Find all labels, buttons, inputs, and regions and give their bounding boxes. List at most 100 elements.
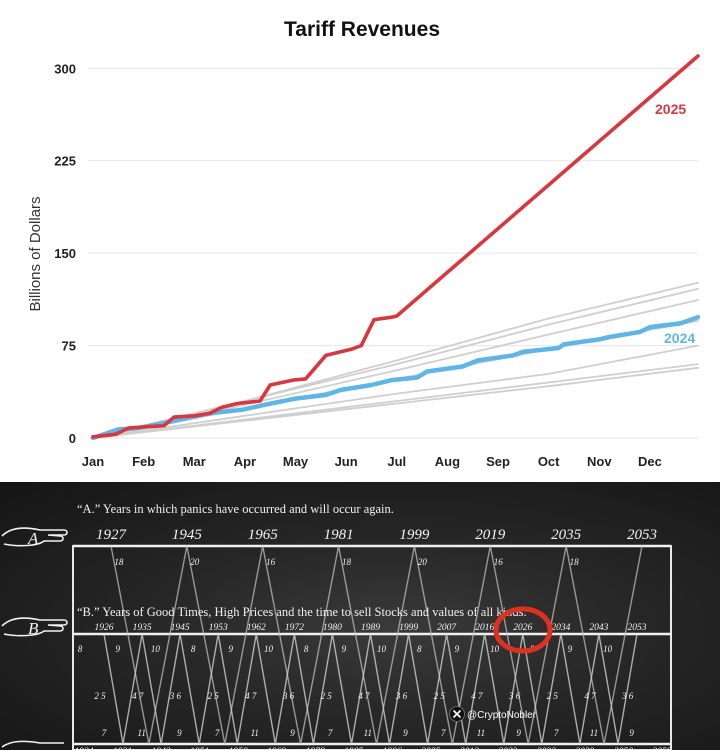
row-b-year: 2034 — [551, 623, 570, 633]
row-b-interval-mid: 2 5 — [207, 691, 219, 701]
row-b-year: 2043 — [589, 623, 608, 633]
row-c-year: 1924 — [75, 747, 94, 750]
row-c-year: 1978 — [306, 747, 325, 750]
tariff-revenue-chart: Tariff Revenues Billions of Dollars 0 75 1… — [27, 18, 701, 469]
row-c-year: 1942 — [152, 747, 171, 750]
row-b-interval-bottom: 11 — [364, 728, 372, 738]
x-tick-label: Aug — [435, 454, 460, 469]
row-b-cycle-zigzag — [103, 633, 638, 745]
row-b-interval-bottom: 7 — [215, 728, 220, 738]
row-c-year: 1985 — [344, 747, 363, 750]
pointing-hand-b-icon: B — [1, 617, 68, 638]
watermark-handle: @CryptoNobler — [467, 710, 537, 721]
x-tick-label: Jan — [82, 454, 104, 469]
pointing-hand-c-icon — [1, 740, 64, 748]
row-b-interval-top: 10 — [490, 644, 500, 654]
row-c-year: 2012 — [460, 747, 479, 750]
row-c-year: 2005 — [421, 747, 440, 750]
row-c-year: 1951 — [190, 747, 209, 750]
row-b-year: 1962 — [247, 623, 266, 633]
row-b-interval-top: 8 — [191, 644, 196, 654]
row-b-interval-bottom: 9 — [177, 728, 182, 738]
row-a-cycle-zigzag — [110, 545, 643, 745]
row-b-interval-bottom: 9 — [403, 728, 408, 738]
y-tick-label: 150 — [54, 246, 76, 261]
row-b-interval-bottom: 9 — [629, 728, 634, 738]
row-b-label: B — [28, 619, 39, 638]
row-b-interval-bottom: 7 — [441, 728, 446, 738]
series-line-other-year-7 — [92, 366, 699, 439]
row-b-interval-mid: 4 7 — [471, 691, 483, 701]
row-b-year: 2016 — [475, 623, 494, 633]
series-label-2025: 2025 — [655, 101, 686, 117]
row-b-year: 1945 — [171, 623, 190, 633]
row-b-interval-top: 9 — [568, 644, 573, 654]
watermark: @CryptoNobler — [449, 706, 537, 722]
row-b-year: 1980 — [323, 623, 342, 633]
row-b-interval-mid: 4 7 — [245, 691, 257, 701]
row-b-interval-bottom: 11 — [138, 728, 146, 738]
caption-a: “A.” Years in which panics have occurred… — [77, 502, 394, 516]
row-b-interval-top: 8 — [78, 644, 83, 654]
row-a-year: 1999 — [399, 527, 430, 543]
row-a-year: 1927 — [96, 527, 128, 543]
x-tick-label: Jul — [387, 454, 406, 469]
x-tick-label: Dec — [638, 454, 662, 469]
caption-b: “B.” Years of Good Times, High Prices an… — [77, 605, 527, 619]
row-b-year: 1935 — [133, 623, 152, 633]
x-tick-label: Apr — [234, 454, 256, 469]
row-b-year: 2053 — [628, 623, 647, 633]
row-c-year: 1969 — [267, 747, 286, 750]
row-b-interval-bottom: 11 — [590, 728, 598, 738]
row-a-year: 1945 — [172, 527, 203, 543]
series-line-other-year-5 — [92, 344, 699, 439]
row-b-interval-bottom: 9 — [516, 728, 521, 738]
highlight-circle — [493, 606, 553, 654]
row-a-year: 2035 — [551, 527, 582, 543]
row-b-interval-mid: 3 6 — [169, 691, 182, 701]
row-b-interval-top: 10 — [377, 644, 387, 654]
row-a-interval: 16 — [266, 557, 276, 567]
row-c-year: 2039 — [575, 747, 594, 750]
row-b-interval-top: 8 — [304, 644, 309, 654]
series-label-2024: 2024 — [664, 330, 695, 346]
row-b-interval-mid: 3 6 — [395, 691, 408, 701]
row-a-year: 2019 — [475, 527, 506, 543]
row-b-interval-mid: 4 7 — [358, 691, 370, 701]
chart-canvas: Tariff Revenues Billions of Dollars 0 75 1… — [27, 18, 701, 469]
row-c-year: 2032 — [537, 747, 556, 750]
row-a-interval: 20 — [418, 557, 428, 567]
row-b-year: 1989 — [361, 623, 380, 633]
row-b-year: 2026 — [513, 623, 532, 633]
row-b-interval-bottom: 7 — [102, 728, 107, 738]
row-b-interval-top: 9 — [229, 644, 234, 654]
chart-title: Tariff Revenues — [284, 18, 440, 41]
row-b-interval-top: 9 — [455, 644, 460, 654]
row-b-interval-bottom: 11 — [251, 728, 259, 738]
row-b-interval-mid: 3 6 — [282, 691, 295, 701]
row-a-year: 1965 — [248, 527, 279, 543]
pointing-hand-a-icon: A — [1, 527, 68, 548]
x-tick-label: Nov — [587, 454, 612, 469]
x-logo-glyph-icon — [452, 709, 462, 719]
y-tick-label: 75 — [62, 339, 76, 354]
row-b-interval-mid: 2 5 — [434, 691, 446, 701]
series-line-2024 — [90, 314, 701, 441]
row-a-interval: 18 — [114, 557, 124, 567]
row-a-interval: 18 — [570, 557, 580, 567]
x-tick-label: Feb — [132, 454, 155, 469]
row-c-year: 1958 — [229, 747, 248, 750]
row-b-interval-top: 9 — [115, 644, 120, 654]
row-c-year: 2059 — [653, 747, 672, 750]
y-axis-label: Billions of Dollars — [27, 196, 44, 311]
x-tick-label: May — [283, 454, 309, 469]
row-a-label: A — [27, 529, 39, 548]
market-cycle-chart: 1927 1945 1965 1981 1999 2019 2035 2053 18 20 16 18… — [0, 482, 720, 750]
row-b-interval-top: 10 — [264, 644, 274, 654]
row-b-year: 1972 — [285, 623, 304, 633]
row-b-interval-top: 9 — [342, 644, 347, 654]
series-line-2025 — [91, 54, 700, 439]
row-b-year: 1926 — [95, 623, 114, 633]
row-c-year: 1996 — [383, 747, 402, 750]
